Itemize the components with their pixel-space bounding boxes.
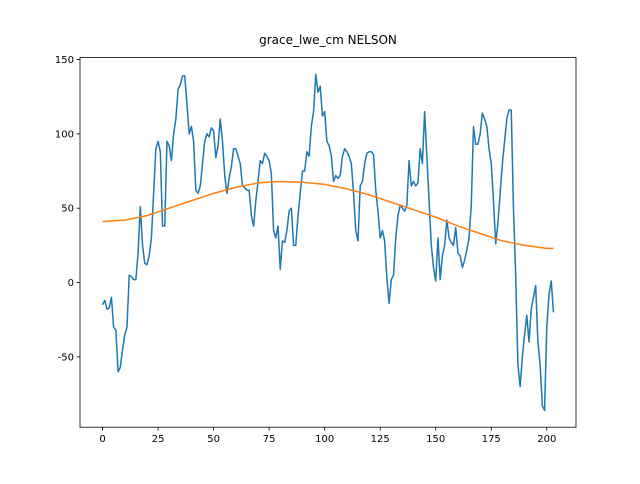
plot-frame xyxy=(79,57,577,428)
y-tick-label: -50 xyxy=(58,352,74,363)
x-tick-label: 75 xyxy=(263,434,276,445)
x-tick-label: 125 xyxy=(371,434,390,445)
y-tick-label: 50 xyxy=(61,204,74,215)
chart-title: grace_lwe_cm NELSON xyxy=(259,33,397,47)
x-tick-label: 175 xyxy=(482,434,501,445)
data-line xyxy=(102,180,554,250)
x-tick-label: 200 xyxy=(537,434,556,445)
y-tick-label: 0 xyxy=(68,278,74,289)
y-tick-label: 150 xyxy=(55,55,74,66)
data-line xyxy=(101,73,555,412)
x-tick-label: 100 xyxy=(315,434,334,445)
x-tick-label: 50 xyxy=(207,434,220,445)
y-tick-label: 100 xyxy=(55,129,74,140)
x-tick-label: 150 xyxy=(426,434,445,445)
x-tick-label: 0 xyxy=(99,434,105,445)
x-tick-label: 25 xyxy=(152,434,165,445)
